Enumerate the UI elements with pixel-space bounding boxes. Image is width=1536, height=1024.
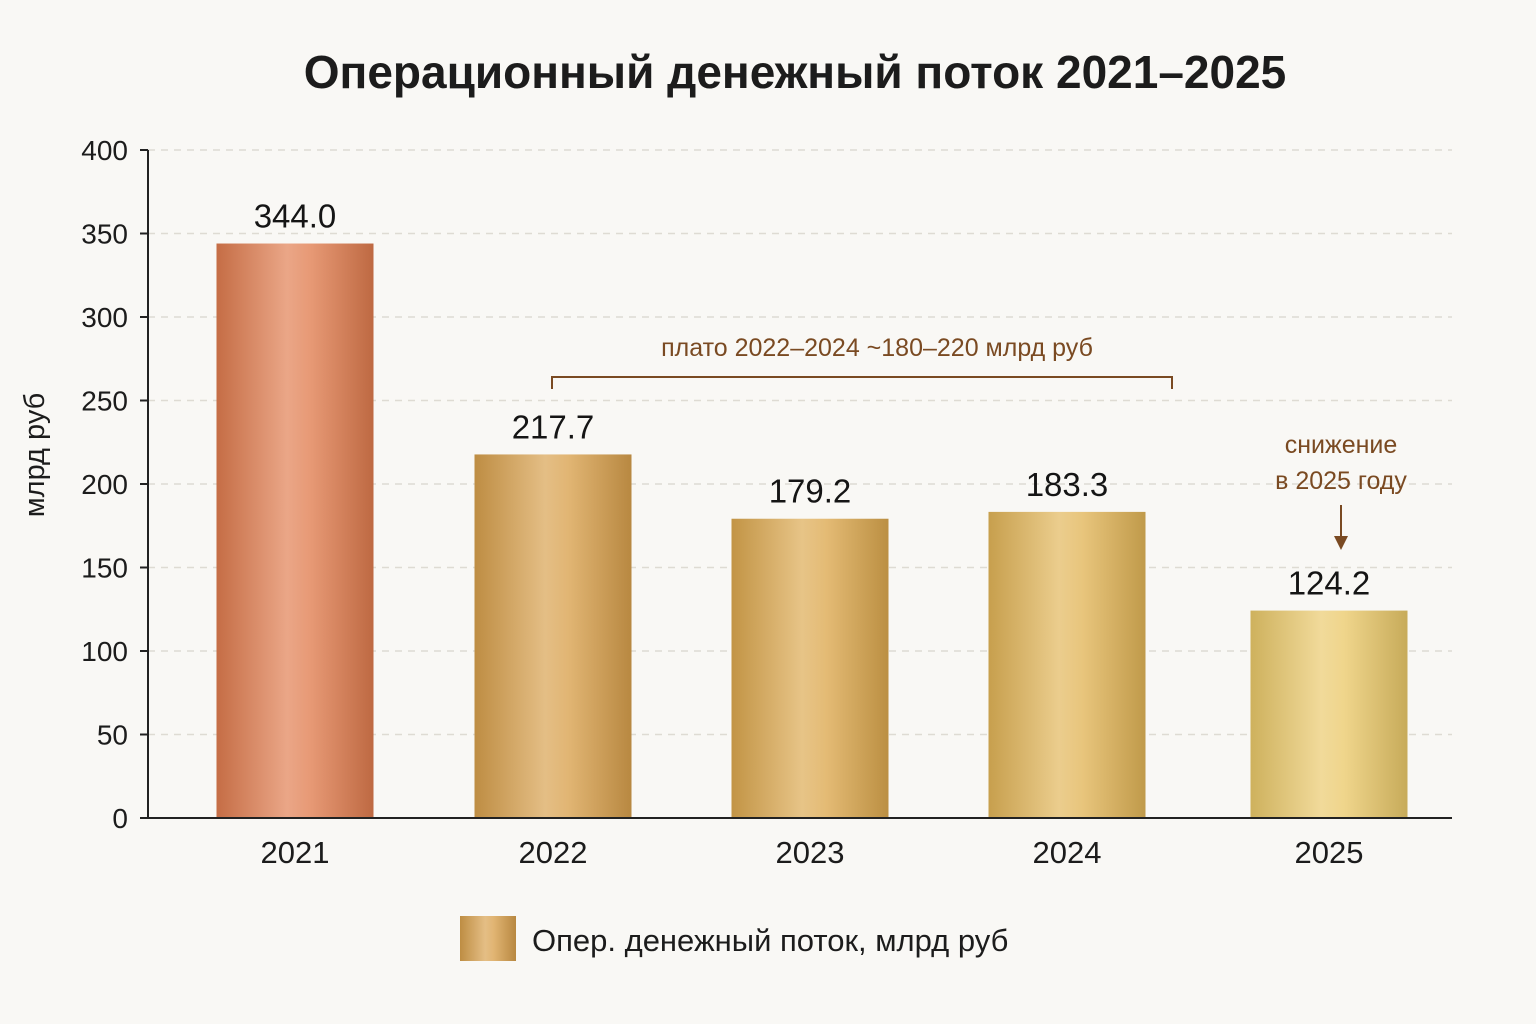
annotations: плато 2022–2024 ~180–220 млрд руб снижени… [551,334,1407,550]
labels: 344.0 2021 217.7 2022 179.2 2023 183.3 2024 124.… [254,198,1371,870]
axes [147,150,1452,819]
legend: Опер. денежный поток, млрд руб [460,916,1008,961]
value-label-2021: 344.0 [254,198,337,235]
value-label-2024: 183.3 [1026,466,1109,503]
y-tick-label: 250 [81,386,128,417]
plateau-annotation: плато 2022–2024 ~180–220 млрд руб [661,334,1093,362]
legend-swatch [460,916,516,961]
bars [216,243,1408,818]
y-tick-label: 200 [81,469,128,500]
plateau-bracket [551,376,1173,389]
y-tick-label: 400 [81,135,128,166]
y-axis-ticks: 0 50 100 150 200 250 300 350 400 [81,135,148,834]
decline-annotation-line: в 2025 году [1275,467,1407,495]
y-tick-label: 100 [81,636,128,667]
decline-annotation-line: снижение [1285,431,1398,459]
bar-2022 [474,454,632,818]
bar-2024 [988,511,1146,818]
y-tick-label: 150 [81,553,128,584]
y-axis-title: млрд руб [19,393,51,518]
decline-arrow-head [1334,536,1348,550]
y-tick-label: 50 [97,720,128,751]
bar-2025 [1250,610,1408,818]
x-tick-label-2022: 2022 [519,835,588,870]
bar-2021 [216,243,374,818]
value-label-2025: 124.2 [1288,565,1371,602]
y-tick-label: 0 [112,803,128,834]
x-tick-label-2021: 2021 [261,835,330,870]
x-tick-label-2023: 2023 [776,835,845,870]
value-label-2023: 179.2 [769,473,852,510]
x-tick-label-2025: 2025 [1295,835,1364,870]
y-tick-label: 350 [81,219,128,250]
x-tick-label-2024: 2024 [1033,835,1102,870]
y-tick-label: 300 [81,302,128,333]
chart-title: Операционный денежный поток 2021–2025 [304,46,1287,98]
value-label-2022: 217.7 [512,408,595,445]
bar-2023 [731,518,889,818]
legend-label: Опер. денежный поток, млрд руб [532,923,1008,958]
